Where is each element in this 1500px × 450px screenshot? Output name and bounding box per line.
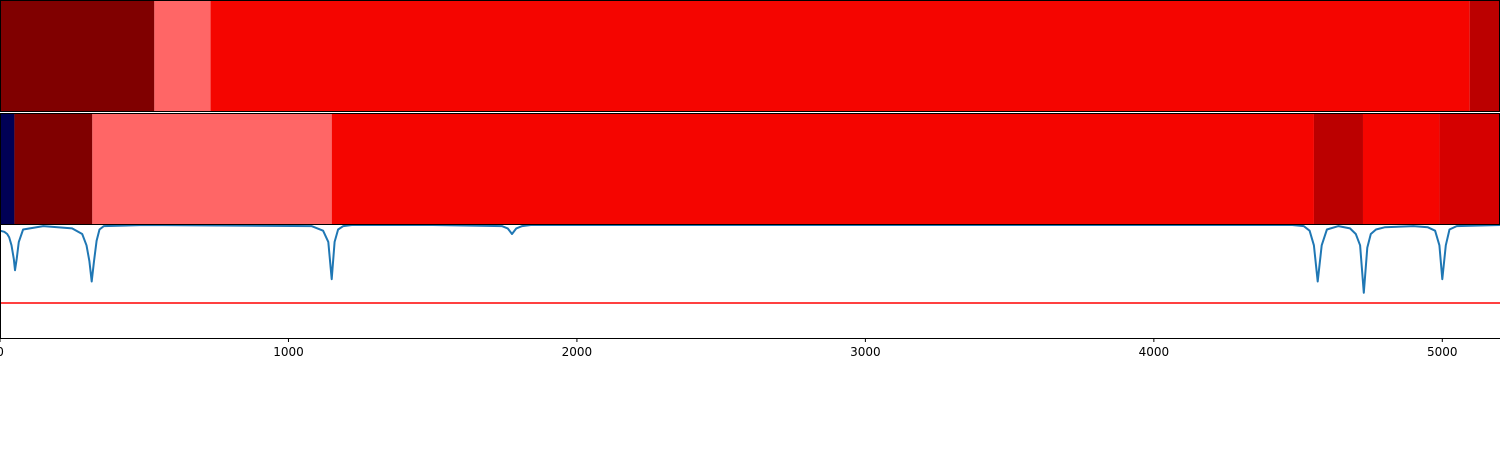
segmentation-top-panel <box>0 0 1500 112</box>
x-tick-label-1: 1000 <box>273 345 304 359</box>
x-tick-label-5: 5000 <box>1427 345 1458 359</box>
score-panel <box>0 225 1500 339</box>
segment-middle-5 <box>1362 113 1440 225</box>
segment-top-0 <box>0 0 155 112</box>
x-tick-label-0: 0 <box>0 345 4 359</box>
score-line <box>0 225 1500 294</box>
x-tick-label-2: 2000 <box>562 345 593 359</box>
x-tick-label-3: 3000 <box>850 345 881 359</box>
segment-middle-0 <box>0 113 15 225</box>
segment-top-1 <box>154 0 211 112</box>
x-axis: 0 1000 2000 3000 4000 5000 <box>0 338 1458 359</box>
x-tick-label-4: 4000 <box>1139 345 1170 359</box>
segment-middle-3 <box>331 113 1314 225</box>
segmentation-middle-panel <box>0 113 1500 225</box>
segment-middle-6 <box>1439 113 1500 225</box>
segment-top-3 <box>1469 0 1500 112</box>
segment-middle-2 <box>92 113 332 225</box>
segment-middle-4 <box>1313 113 1363 225</box>
segment-top-2 <box>210 0 1470 112</box>
segment-middle-1 <box>14 113 93 225</box>
